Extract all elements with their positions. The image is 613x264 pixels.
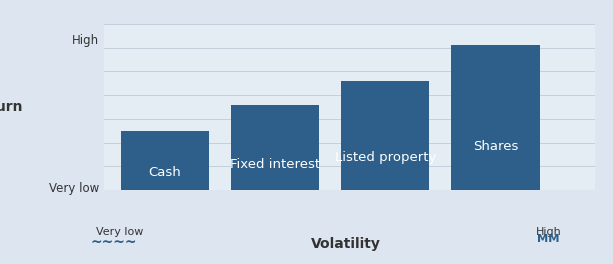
- Y-axis label: Return: Return: [0, 100, 23, 114]
- Text: Very low: Very low: [96, 227, 143, 237]
- Bar: [231, 105, 319, 190]
- Text: Shares: Shares: [473, 140, 518, 153]
- Text: ~~~~: ~~~~: [90, 235, 137, 249]
- Text: Volatility: Volatility: [311, 237, 381, 251]
- Text: Listed property: Listed property: [335, 151, 436, 164]
- Text: Cash: Cash: [148, 166, 181, 179]
- Bar: [341, 81, 429, 190]
- Text: Fixed interest: Fixed interest: [230, 158, 320, 171]
- Bar: [451, 45, 539, 190]
- Text: High: High: [536, 227, 562, 237]
- Bar: [121, 131, 209, 190]
- Text: ᴹᴹ: ᴹᴹ: [538, 234, 560, 252]
